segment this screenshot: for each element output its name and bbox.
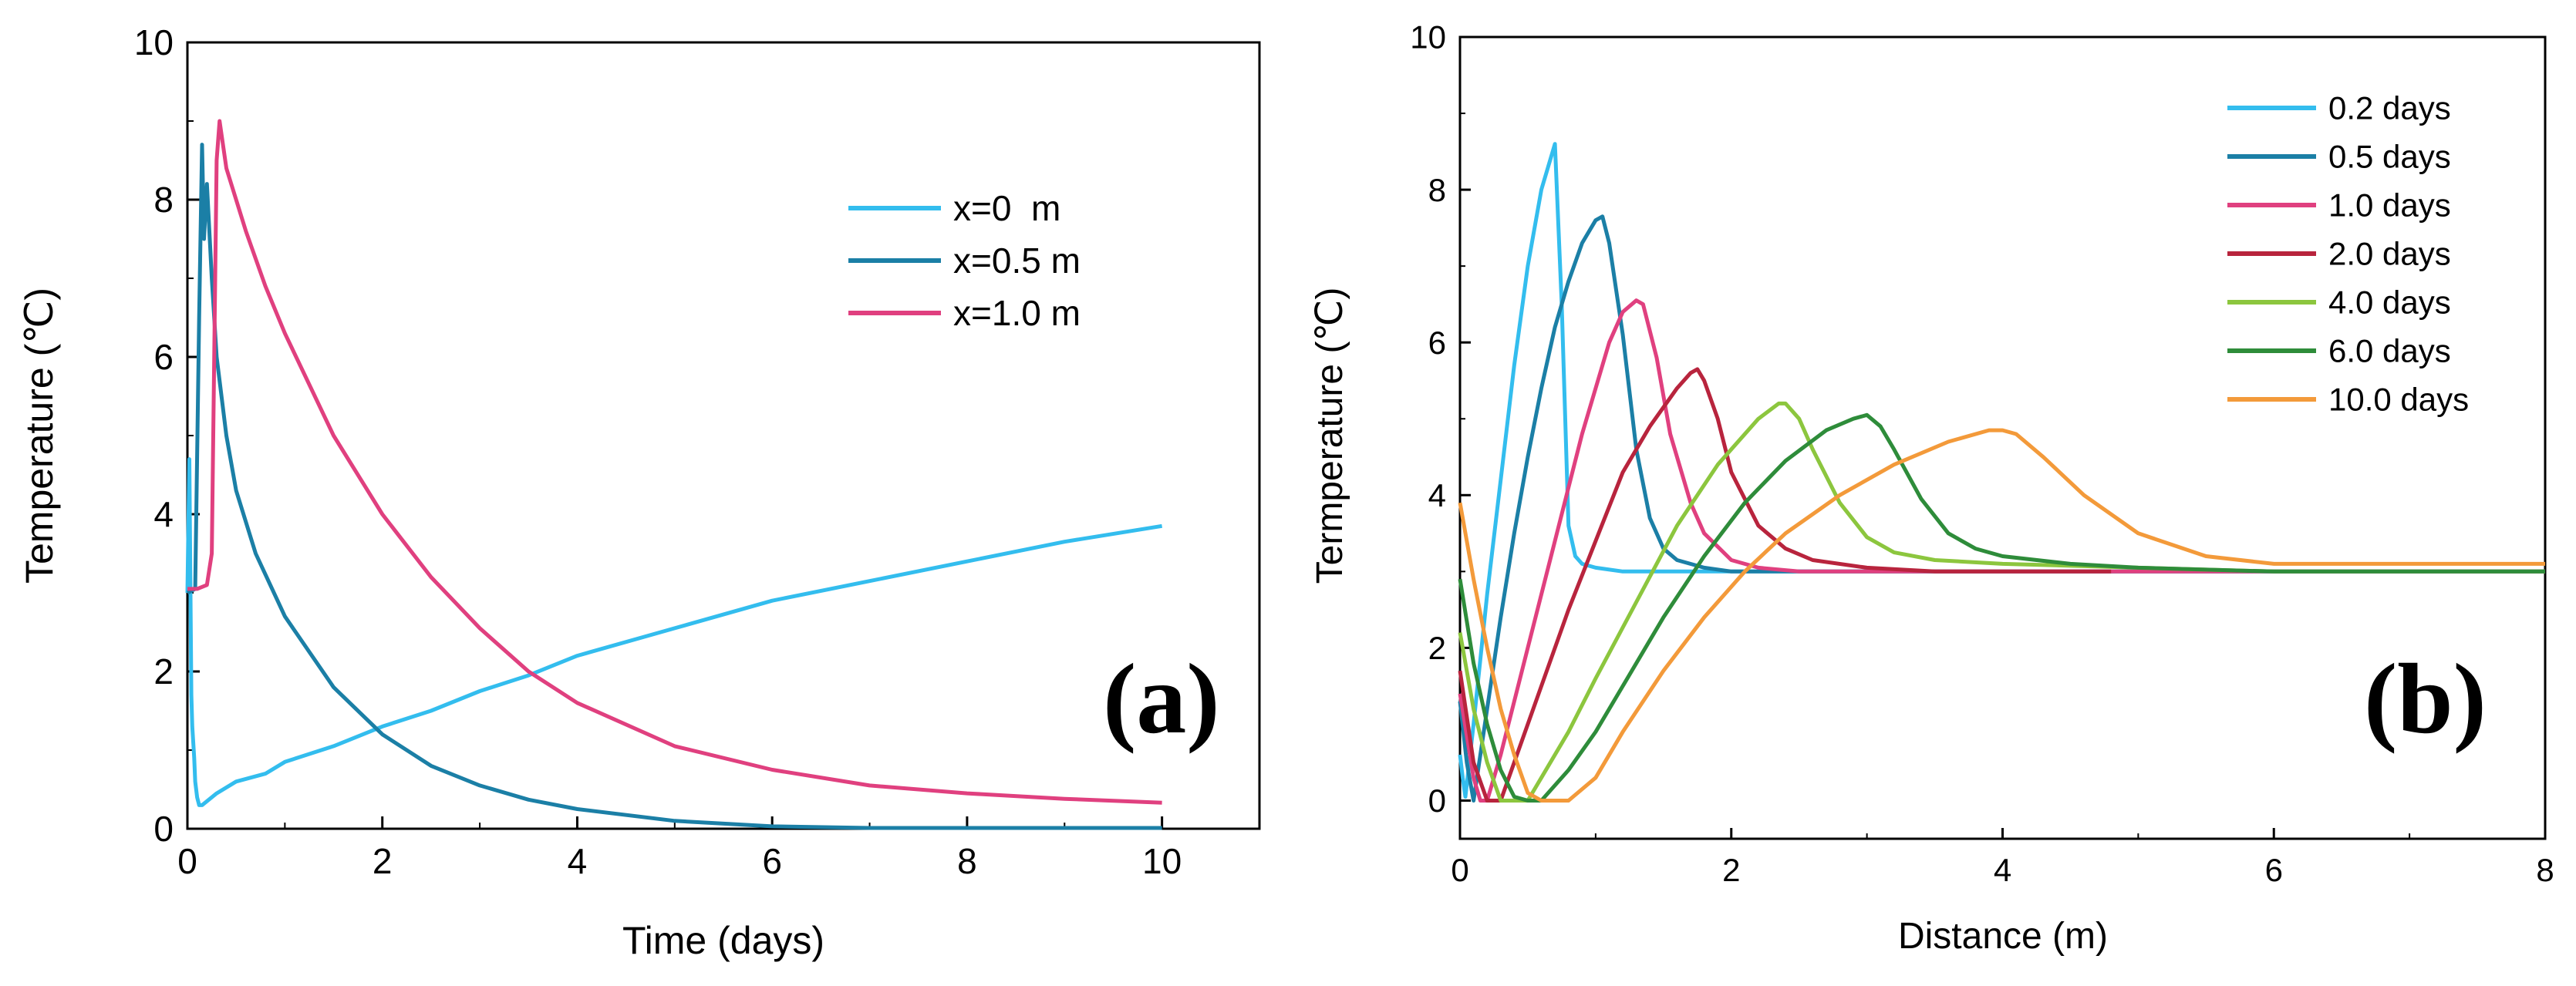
panel-b-x-tick-label: 0 [1451,852,1468,888]
panel-a-y-tick-label: 2 [153,651,174,692]
panel-a-x-axis-title: Time (days) [622,919,824,962]
panel-a-y-axis-title: Temperature (℃) [18,288,61,584]
panel-a-plot-frame [186,41,1261,830]
panel-b-series [1458,142,2545,803]
panel-b-series-line-6 [1458,428,2545,803]
panel-b-x-tick-label: 4 [1994,852,2011,888]
panel-a-y-tick-label: 6 [153,337,174,377]
panel-a-x-tick-label: 2 [373,841,393,881]
panel-b-label: (b) [2364,644,2487,755]
panel-a-label: (a) [1103,644,1220,755]
panel-a-y-tick-label: 0 [153,809,174,849]
panel-b-x-tick-label: 6 [2265,852,2283,888]
panel-a-legend: x=0 m x=0.5 m x=1.0 m [848,188,1081,333]
panel-a-series [185,119,1162,830]
panel-b-y-tick-label: 0 [1428,782,1446,819]
panel-a-x-tick-label: 8 [957,841,977,881]
panel-a-chart: 0 2 4 6 8 10 0 2 4 6 8 10 x=0 m x=0.5 m x=1.0 m Time … [18,22,1261,962]
panel-b-legend-label: 1.0 days [2328,187,2451,224]
panel-a-legend-label: x=0.5 m [953,241,1081,281]
panel-b-legend-label: 4.0 days [2328,284,2451,321]
panel-b-ticks: 0 2 4 6 8 0 2 4 6 8 10 [1410,19,2554,888]
panel-b-series-line-5 [1458,412,2545,803]
panel-a-series-line-2 [187,119,1162,805]
panel-b-series-line-4 [1458,401,2545,803]
panel-a-x-tick-label: 6 [762,841,782,881]
panel-b-y-tick-label: 2 [1428,630,1446,666]
panel-b-series-line-2 [1458,298,2545,803]
panel-b-legend-label: 10.0 days [2328,382,2469,418]
panel-b-y-tick-label: 6 [1428,325,1446,361]
panel-b-x-axis-title: Distance (m) [1898,916,2108,957]
panel-b-y-tick-label: 8 [1428,172,1446,208]
panel-b-y-axis-title: Termperature (℃) [1310,288,1350,584]
panel-a-x-tick-label: 4 [568,841,588,881]
panel-a-series-line-0 [185,457,1162,807]
panel-a-y-tick-label: 10 [134,22,174,62]
panel-a-x-tick-label: 10 [1142,841,1182,881]
panel-b-x-tick-label: 2 [1722,852,1740,888]
panel-b-x-tick-label: 8 [2536,852,2554,888]
panel-a-y-tick-label: 8 [153,180,174,220]
panel-b-chart: 0 2 4 6 8 0 2 4 6 8 10 0.2 days 0.5 days 1.0 days 2.0… [1310,19,2554,957]
panel-a-series-line-1 [186,143,1162,830]
panel-a-ticks: 0 2 4 6 8 10 0 2 4 6 8 10 [134,22,1182,881]
panel-a-y-tick-label: 4 [153,494,174,534]
panel-b-series-line-3 [1458,367,2112,803]
panel-b-legend: 0.2 days 0.5 days 1.0 days 2.0 days 4.0 days… [2227,90,2469,418]
panel-a-legend-label: x=0 m [953,188,1060,228]
panel-b-legend-label: 0.5 days [2328,139,2451,175]
panel-b-y-tick-label: 10 [1410,19,1446,56]
panel-a-legend-label: x=1.0 m [953,293,1081,333]
panel-b-legend-label: 2.0 days [2328,236,2451,272]
panel-b-legend-label: 0.2 days [2328,90,2451,126]
panel-a-x-tick-label: 0 [177,841,197,881]
panel-b-y-tick-label: 4 [1428,477,1446,513]
panel-b-legend-label: 6.0 days [2328,333,2451,369]
